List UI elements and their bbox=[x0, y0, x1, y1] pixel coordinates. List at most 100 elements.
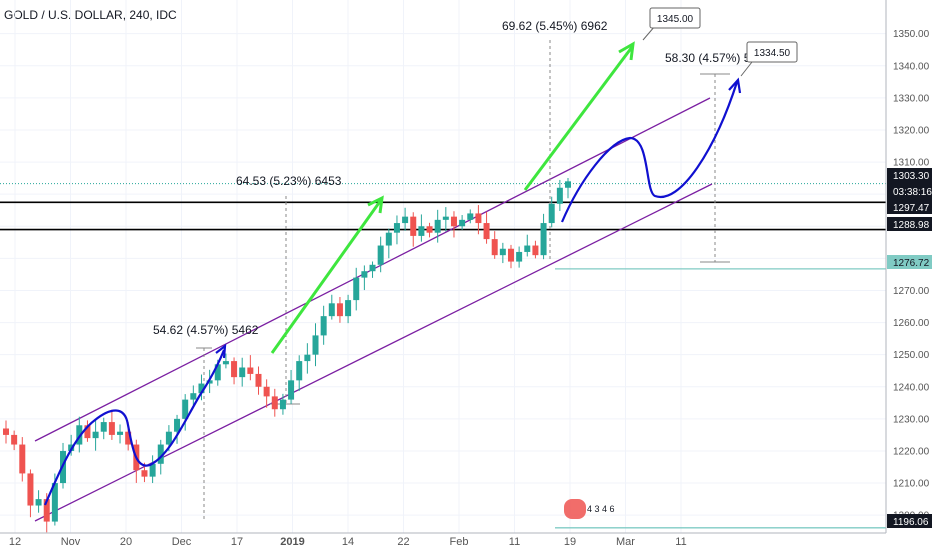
measure-label-1: 54.62 (4.57%) 5462 bbox=[153, 323, 259, 337]
candle-body bbox=[125, 431, 132, 445]
candle-body bbox=[222, 361, 229, 365]
candle-body bbox=[304, 354, 311, 362]
candle-body bbox=[548, 203, 555, 224]
candle-body bbox=[263, 386, 270, 397]
time-tick-label: 11 bbox=[509, 536, 520, 548]
price-badges: 1303.30 03:38:16 1297.47 1288.98 1276.72… bbox=[887, 168, 932, 528]
level-label-3: 1276.72 bbox=[893, 258, 930, 269]
candle-body bbox=[190, 393, 197, 400]
candle-body bbox=[271, 396, 278, 410]
candle-body bbox=[11, 434, 18, 445]
callout-pointer-2 bbox=[740, 61, 753, 77]
candle-body bbox=[279, 399, 286, 410]
level-badge-3[interactable] bbox=[887, 255, 932, 269]
level-badge-4[interactable] bbox=[887, 514, 932, 528]
candle-body bbox=[483, 223, 490, 240]
candle-body bbox=[516, 251, 523, 262]
green-arrowhead-2 bbox=[618, 41, 635, 61]
candle-body bbox=[442, 216, 449, 220]
candle-body bbox=[320, 316, 327, 336]
candle-body bbox=[312, 335, 319, 355]
candle-body bbox=[19, 444, 26, 474]
candle-body bbox=[499, 248, 506, 256]
time-axis-background bbox=[0, 533, 932, 550]
level-badge-2[interactable] bbox=[887, 217, 932, 231]
candle-body bbox=[288, 380, 295, 400]
events-badge[interactable]: 4 3 4 6 bbox=[564, 499, 615, 519]
candle-body bbox=[247, 367, 254, 374]
drawings bbox=[43, 41, 742, 506]
candle-body bbox=[76, 425, 83, 445]
candle-body bbox=[345, 300, 352, 317]
green-arrow-1[interactable] bbox=[270, 199, 383, 354]
candle-body bbox=[198, 383, 205, 394]
time-axis[interactable]: 12 Nov 20 Dec 17 2019 14 22 Feb 11 19 Mar 11 bbox=[9, 536, 687, 548]
blue-arrowhead-2 bbox=[728, 77, 742, 94]
time-tick-label: Nov bbox=[61, 536, 81, 548]
candle-body bbox=[3, 428, 9, 435]
candle-body bbox=[524, 245, 531, 252]
price-tick-label: 1260.00 bbox=[893, 318, 930, 329]
time-tick-label: 22 bbox=[397, 536, 409, 548]
countdown-label: 03:38:16 bbox=[893, 187, 932, 198]
chart-title: GOLD / U.S. DOLLAR, 240, IDC bbox=[4, 8, 177, 22]
candle-body bbox=[182, 399, 189, 419]
time-tick-label: 20 bbox=[120, 536, 132, 548]
candle-body bbox=[410, 216, 417, 236]
candle-body bbox=[565, 181, 571, 188]
annotations: 54.62 (4.57%) 5462 64.53 (5.23%) 6453 69… bbox=[153, 7, 798, 337]
candle-body bbox=[353, 277, 360, 301]
candle-body bbox=[450, 216, 457, 227]
candle-body bbox=[27, 473, 34, 506]
grid bbox=[0, 0, 886, 533]
candle-body bbox=[108, 422, 115, 435]
level-label-2: 1288.98 bbox=[893, 220, 930, 231]
time-tick-label: Feb bbox=[450, 536, 469, 548]
callout-box-1[interactable] bbox=[649, 7, 701, 29]
blue-swing-path-2[interactable] bbox=[560, 81, 739, 223]
candle-body bbox=[174, 418, 181, 432]
candle-body bbox=[475, 213, 482, 224]
candle-body bbox=[117, 431, 124, 435]
horizontal-levels bbox=[0, 183, 886, 529]
current-price-badge[interactable] bbox=[887, 168, 932, 200]
candle-body bbox=[393, 223, 400, 233]
price-tick-label: 1210.00 bbox=[893, 479, 930, 490]
callout-text-1: 1345.00 bbox=[657, 14, 694, 25]
candle-body bbox=[92, 431, 99, 439]
candle-body bbox=[507, 248, 514, 262]
price-tick-label: 1320.00 bbox=[893, 125, 930, 136]
candle-body bbox=[459, 219, 466, 227]
candle-body bbox=[206, 380, 213, 384]
price-tick-label: 1220.00 bbox=[893, 446, 930, 457]
price-tick-label: 1270.00 bbox=[893, 286, 930, 297]
price-tick-label: 1330.00 bbox=[893, 93, 930, 104]
current-price-label: 1303.30 bbox=[893, 171, 930, 182]
green-arrow-2[interactable] bbox=[523, 46, 634, 191]
candle-body bbox=[255, 373, 262, 387]
candle-body bbox=[51, 483, 58, 522]
candle-body bbox=[426, 226, 433, 233]
green-arrowhead-1 bbox=[367, 195, 384, 214]
candle-body bbox=[467, 213, 474, 220]
candle-body bbox=[231, 361, 238, 378]
level-label-4: 1196.06 bbox=[893, 517, 929, 528]
time-tick-label: 19 bbox=[564, 536, 576, 548]
time-tick-label: 14 bbox=[342, 536, 354, 548]
candle-body bbox=[418, 226, 425, 236]
level-badge-1[interactable] bbox=[887, 200, 932, 214]
callout-box-2[interactable] bbox=[746, 41, 798, 63]
blue-arrowhead-1 bbox=[215, 343, 227, 359]
candle-body bbox=[532, 245, 539, 256]
price-tick-label: 1310.00 bbox=[893, 158, 930, 169]
blue-swing-path-1[interactable] bbox=[43, 349, 226, 506]
time-tick-label: Dec bbox=[172, 536, 192, 548]
events-icon bbox=[564, 499, 586, 519]
candle-body bbox=[402, 216, 409, 224]
candle-body bbox=[35, 499, 42, 506]
candle-body bbox=[296, 361, 303, 381]
candle-body bbox=[385, 232, 392, 246]
price-tick-label: 1230.00 bbox=[893, 414, 930, 425]
time-tick-label: 2019 bbox=[280, 536, 304, 548]
